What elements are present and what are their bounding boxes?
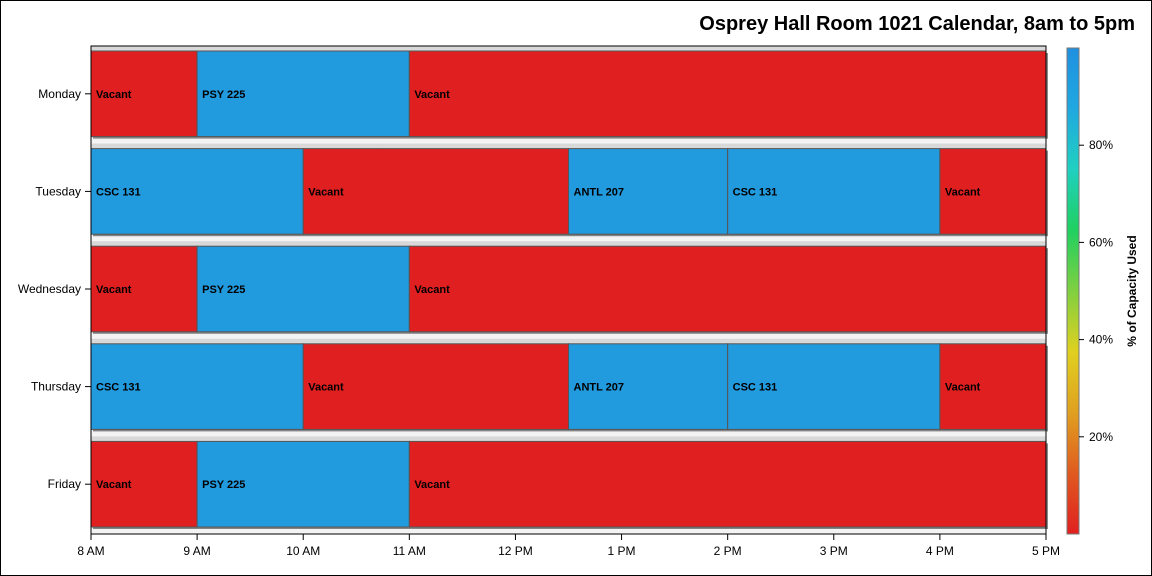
segment-label: ANTL 207 bbox=[574, 186, 625, 198]
schedule-segment bbox=[727, 343, 941, 430]
schedule-segment bbox=[196, 50, 410, 138]
schedule-segment bbox=[568, 343, 729, 430]
segment-label: Vacant bbox=[96, 284, 132, 296]
schedule-segment bbox=[408, 440, 1047, 528]
segment-label: CSC 131 bbox=[96, 382, 141, 394]
chart-title: Osprey Hall Room 1021 Calendar, 8am to 5… bbox=[699, 13, 1135, 35]
schedule-segment bbox=[939, 343, 1047, 430]
x-tick-label: 11 AM bbox=[393, 544, 426, 558]
schedule-segment bbox=[302, 343, 569, 430]
x-tick-label: 3 PM bbox=[820, 544, 848, 558]
colorbar bbox=[1066, 47, 1080, 535]
schedule-segment bbox=[727, 148, 941, 235]
x-tick-label: 4 PM bbox=[926, 544, 954, 558]
segment-label: Vacant bbox=[308, 382, 344, 394]
x-tick-label: 12 PM bbox=[498, 544, 533, 558]
segment-label: Vacant bbox=[945, 382, 981, 394]
colorbar-tick-label: 60% bbox=[1089, 235, 1113, 249]
colorbar-tick-label: 40% bbox=[1089, 333, 1113, 347]
schedule-segment bbox=[90, 148, 304, 235]
segment-label: PSY 225 bbox=[202, 284, 245, 296]
schedule-segment bbox=[939, 148, 1047, 235]
x-tick-label: 5 PM bbox=[1032, 544, 1060, 558]
schedule-segment bbox=[302, 148, 569, 235]
y-tick-label: Monday bbox=[38, 87, 81, 101]
schedule-segment bbox=[90, 245, 198, 333]
segment-label: ANTL 207 bbox=[574, 382, 625, 394]
segment-label: PSY 225 bbox=[202, 89, 245, 101]
segment-label: PSY 225 bbox=[202, 479, 245, 491]
segment-label: Vacant bbox=[96, 479, 132, 491]
x-tick-label: 8 AM bbox=[77, 544, 104, 558]
schedule-segment bbox=[90, 343, 304, 430]
x-tick-label: 1 PM bbox=[608, 544, 636, 558]
segment-label: Vacant bbox=[96, 89, 132, 101]
schedule-segment bbox=[196, 440, 410, 528]
segment-label: CSC 131 bbox=[96, 186, 141, 198]
segment-label: CSC 131 bbox=[733, 186, 778, 198]
segment-label: Vacant bbox=[945, 186, 981, 198]
segment-label: Vacant bbox=[414, 89, 450, 101]
segment-label: CSC 131 bbox=[733, 382, 778, 394]
x-tick-label: 9 AM bbox=[183, 544, 210, 558]
y-tick-label: Friday bbox=[48, 477, 81, 491]
schedule-segment bbox=[408, 245, 1047, 333]
colorbar-tick-label: 80% bbox=[1089, 138, 1113, 152]
segment-label: Vacant bbox=[414, 284, 450, 296]
y-tick-label: Tuesday bbox=[35, 184, 81, 198]
segment-label: Vacant bbox=[308, 186, 344, 198]
segment-label: Vacant bbox=[414, 479, 450, 491]
schedule-segment bbox=[408, 50, 1047, 138]
y-tick-label: Thursday bbox=[31, 380, 81, 394]
x-tick-label: 2 PM bbox=[714, 544, 742, 558]
plot-frame bbox=[90, 45, 1047, 535]
colorbar-tick-label: 20% bbox=[1089, 430, 1113, 444]
y-tick-label: Wednesday bbox=[18, 282, 81, 296]
schedule-segment bbox=[196, 245, 410, 333]
colorbar-label: % of Capacity Used bbox=[1125, 235, 1139, 346]
x-tick-label: 10 AM bbox=[286, 544, 320, 558]
